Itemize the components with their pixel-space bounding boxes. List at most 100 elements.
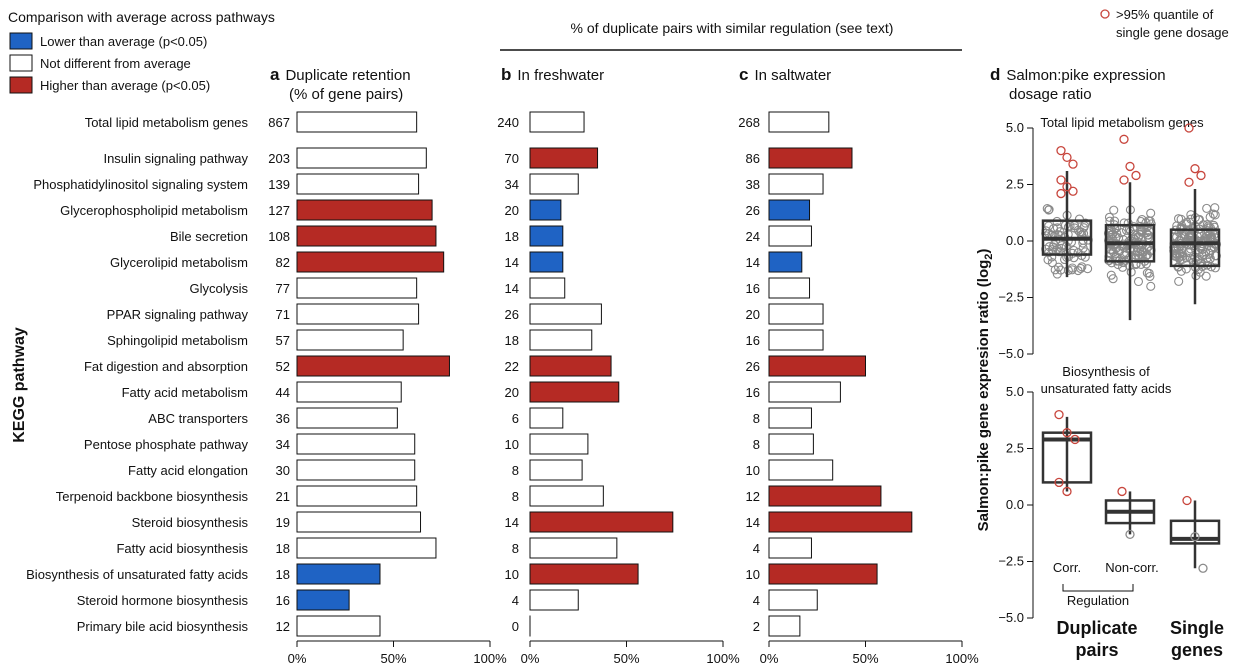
panel-d-ylabel: Salmon:pike gene expresion ratio (log2) [975,249,995,532]
bar-count-label: 19 [276,515,290,530]
outlier-point [1119,175,1129,185]
data-point [1174,276,1184,286]
outlier-point [1068,186,1078,196]
legend-swatch-lower [9,32,33,50]
outlier-point [1056,175,1066,185]
category-label: Glycerolipid metabolism [110,255,248,270]
bar-count-label: 6 [512,411,519,426]
bar [768,407,812,429]
data-point [1062,486,1072,497]
data-point [1202,203,1212,213]
data-point [1076,263,1086,274]
bar [296,225,437,247]
bar [768,615,801,637]
panel-c-header: c In saltwater [739,65,831,84]
data-point [1073,225,1083,235]
group-duplicate-line1: Duplicate [1056,618,1137,638]
panel-b-header: b In freshwater [501,65,604,84]
bar-count-label: 38 [746,177,760,192]
bar [529,485,604,507]
bar-count-label: 2 [753,619,760,634]
x-tick-label: 100% [706,651,740,666]
data-point [1202,254,1212,264]
category-label: Biosynthesis of unsaturated fatty acids [26,567,248,582]
bar-count-label: 8 [512,463,519,478]
y-tick-label: 5.0 [1006,384,1024,399]
data-point [1208,226,1218,236]
outlier-point [1119,134,1129,144]
panel-a-header: a Duplicate retention [270,65,411,84]
bar-count-label: 127 [268,203,290,218]
outlier-point [1190,164,1200,174]
bar-count-label: 10 [505,437,519,452]
bar [529,459,583,481]
bar [529,225,564,247]
panel-d-top-title: Total lipid metabolism genes [1040,115,1204,130]
bar [768,199,811,221]
category-label: Primary bile acid biosynthesis [77,619,249,634]
bar [529,303,602,325]
box [1041,431,1093,484]
bar-count-label: 20 [505,203,519,218]
x-tick-label: 50% [852,651,878,666]
bar-panel-a: 867 203 139 127 108 82 77 71 57 52 44 36 34 30 21 19 18 1… [268,111,507,666]
y-tick-label: −5.0 [998,346,1024,361]
bar-count-label: 14 [746,255,760,270]
bar-count-label: 14 [505,281,519,296]
legend-label-higher: Higher than average (p<0.05) [40,78,210,93]
data-point [1137,246,1147,256]
category-label: Glycerophospholipid metabolism [60,203,248,218]
bar [768,459,834,481]
category-label: Fatty acid elongation [128,463,248,478]
category-label: Fatty acid metabolism [122,385,248,400]
data-point [1125,529,1135,540]
bar [529,111,585,133]
data-point [1070,434,1080,445]
data-point [1063,265,1073,276]
category-label: Pentose phosphate pathway [84,437,249,452]
bar [768,537,812,559]
panel-d-bottom-title-2: unsaturated fatty acids [1041,381,1172,396]
bar [296,329,404,351]
y-tick-label: 5.0 [1006,120,1024,135]
outlier-point [1196,170,1206,181]
outlier-point [1062,152,1072,163]
bar-count-label: 20 [746,307,760,322]
bar [768,111,830,133]
regulation-bracket [1062,584,1134,592]
data-point [1184,248,1194,258]
data-point [1176,223,1186,233]
bar-count-label: 36 [276,411,290,426]
bar-count-label: 30 [276,463,290,478]
bar-panels: Total lipid metabolism genes Insulin sign… [26,111,979,666]
data-point [1073,265,1083,276]
bar-count-label: 0 [512,619,519,634]
bar [768,225,812,247]
data-point [1062,428,1072,438]
bar [529,251,564,273]
outlier-point [1184,177,1194,187]
bar [529,173,579,195]
data-point [1054,477,1064,488]
category-label: Insulin signaling pathway [103,151,248,166]
group-single-line2: genes [1171,640,1223,660]
data-point [1119,218,1129,228]
category-label: Fat digestion and absorption [84,359,248,374]
panel-a-header-line2: (% of gene pairs) [289,86,403,103]
bar-count-label: 34 [276,437,290,452]
bar [529,381,620,403]
outlier-point [1125,161,1135,172]
data-point [1198,563,1208,573]
bar [296,381,402,403]
outlier-point [1068,159,1078,169]
bar-count-label: 10 [746,463,760,478]
box-panel: 5.0 2.5 0.0 −2.5 −5.0 [998,384,1221,625]
bar [768,511,913,533]
outlier-point [1131,170,1141,181]
data-point [1144,268,1154,278]
bar-count-label: 14 [746,515,760,530]
data-point [1054,409,1064,420]
bar-count-label: 12 [276,619,290,634]
data-point [1112,223,1122,233]
bar [529,355,612,377]
